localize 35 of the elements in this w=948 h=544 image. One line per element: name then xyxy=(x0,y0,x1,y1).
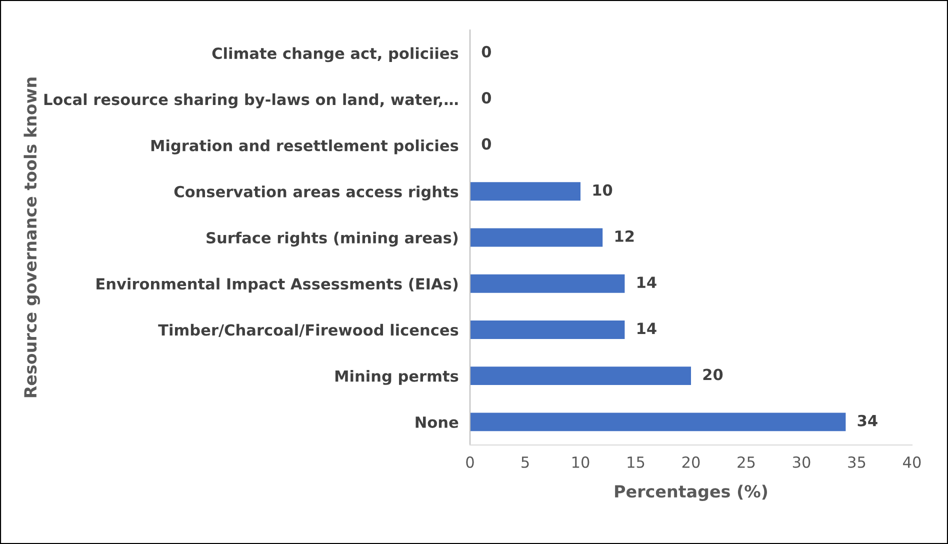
x-tick-label: 15 xyxy=(628,456,644,468)
bar xyxy=(470,366,691,386)
y-axis-title: Resource governance tools known xyxy=(24,78,40,398)
y-tick-label: Migration and resettlement policies xyxy=(151,139,458,154)
data-label: 0 xyxy=(482,92,492,104)
x-tick-label: 25 xyxy=(738,456,755,468)
x-tick-label: 35 xyxy=(848,456,866,468)
y-tick-label: None xyxy=(416,416,458,428)
x-axis-title: Percentages (%) xyxy=(615,484,768,502)
bar xyxy=(470,274,625,293)
x-tick-label: 0 xyxy=(466,456,474,468)
data-label: 14 xyxy=(638,322,656,334)
y-tick-label: Surface rights (mining areas) xyxy=(206,232,458,247)
x-tick-label: 20 xyxy=(682,456,700,468)
y-tick-label: Environmental Impact Assessments (EIAs) xyxy=(96,278,458,293)
data-label: 0 xyxy=(482,46,492,58)
bar xyxy=(470,182,580,201)
data-label: 10 xyxy=(593,184,612,196)
y-tick-label: Mining permts xyxy=(335,370,458,385)
data-label: 12 xyxy=(615,230,634,242)
data-label: 20 xyxy=(703,368,723,380)
x-tick-label: 10 xyxy=(572,456,590,468)
y-tick-label: Timber/Charcoal/Firewood licences xyxy=(158,324,458,337)
bar xyxy=(470,228,603,247)
y-tick-label: Conservation areas access rights xyxy=(174,186,458,200)
x-tick-label: 30 xyxy=(792,456,810,468)
y-tick-label: Climate change act, policiies xyxy=(212,47,458,62)
y-tick-label: Local resource sharing by-laws on land, water,… xyxy=(44,93,458,108)
x-tick-label: 40 xyxy=(903,456,921,468)
x-tick-label: 5 xyxy=(522,456,529,468)
data-label: 0 xyxy=(482,138,492,150)
bar xyxy=(470,412,846,432)
data-label: 34 xyxy=(858,414,878,426)
data-label: 14 xyxy=(638,276,656,288)
bar xyxy=(470,320,625,339)
